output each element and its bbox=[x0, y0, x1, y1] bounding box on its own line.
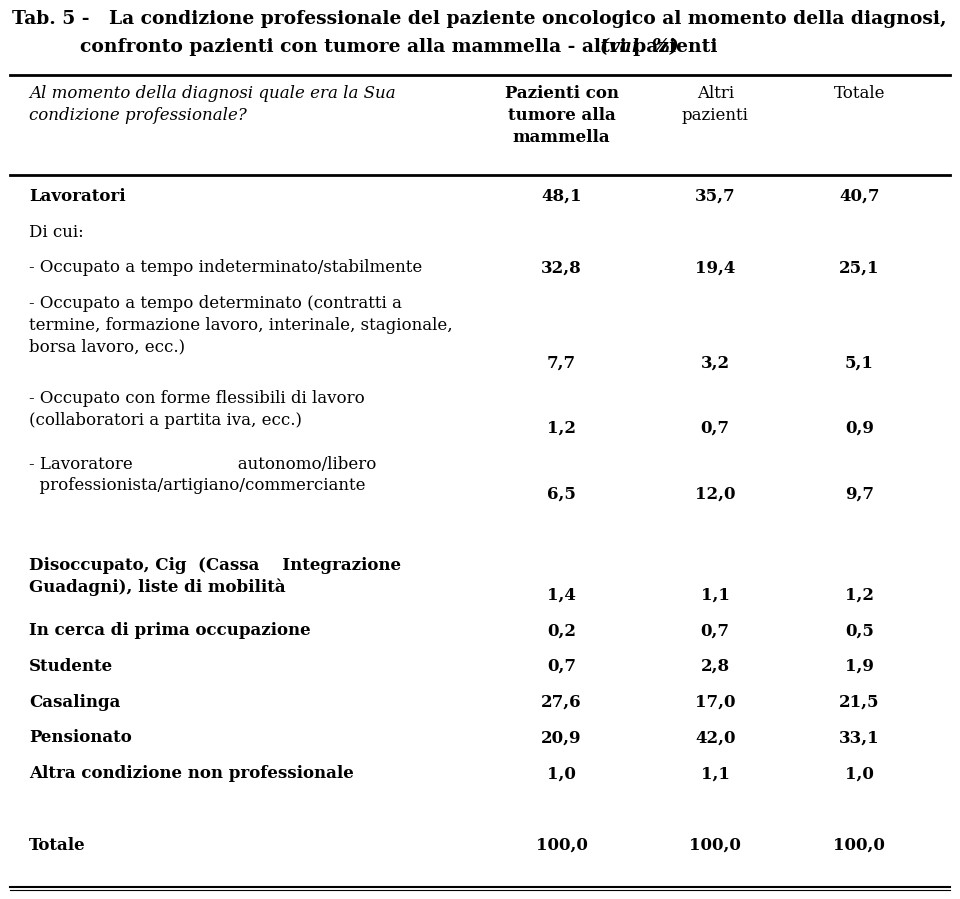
Text: 35,7: 35,7 bbox=[695, 188, 735, 205]
Text: Totale: Totale bbox=[833, 85, 885, 102]
Text: 17,0: 17,0 bbox=[695, 694, 735, 711]
Text: Disoccupato, Cig  (Cassa    Integrazione
Guadagni), liste di mobilità: Disoccupato, Cig (Cassa Integrazione Gua… bbox=[29, 557, 401, 596]
Text: 1,4: 1,4 bbox=[547, 587, 576, 603]
Text: 1,0: 1,0 bbox=[845, 765, 874, 782]
Text: 42,0: 42,0 bbox=[695, 729, 735, 746]
Text: 1,2: 1,2 bbox=[845, 587, 874, 603]
Text: Totale: Totale bbox=[29, 837, 85, 854]
Text: 27,6: 27,6 bbox=[541, 694, 582, 711]
Text: 1,1: 1,1 bbox=[701, 587, 730, 603]
Text: Altri
pazienti: Altri pazienti bbox=[682, 85, 749, 124]
Text: 1,0: 1,0 bbox=[547, 765, 576, 782]
Text: 1,2: 1,2 bbox=[547, 420, 576, 437]
Text: 2,8: 2,8 bbox=[701, 658, 730, 675]
Text: 20,9: 20,9 bbox=[541, 729, 582, 746]
Text: Al momento della diagnosi quale era la Sua
condizione professionale?: Al momento della diagnosi quale era la S… bbox=[29, 85, 396, 124]
Text: 12,0: 12,0 bbox=[695, 485, 735, 503]
Text: 0,7: 0,7 bbox=[547, 658, 576, 675]
Text: Tab. 5 -   La condizione professionale del paziente oncologico al momento della : Tab. 5 - La condizione professionale del… bbox=[12, 10, 947, 28]
Text: (val. %): (val. %) bbox=[600, 38, 679, 56]
Text: Studente: Studente bbox=[29, 658, 113, 675]
Text: - Lavoratore                    autonomo/libero
  professionista/artigiano/comme: - Lavoratore autonomo/libero professioni… bbox=[29, 456, 376, 494]
Text: 0,9: 0,9 bbox=[845, 420, 874, 437]
Text: Altra condizione non professionale: Altra condizione non professionale bbox=[29, 765, 353, 782]
Text: Pensionato: Pensionato bbox=[29, 729, 132, 746]
Text: 1,9: 1,9 bbox=[845, 658, 874, 675]
Text: 32,8: 32,8 bbox=[541, 260, 582, 276]
Text: 25,1: 25,1 bbox=[839, 260, 879, 276]
Text: - Occupato a tempo indeterminato/stabilmente: - Occupato a tempo indeterminato/stabilm… bbox=[29, 260, 422, 276]
Text: 3,2: 3,2 bbox=[701, 354, 730, 371]
Text: - Occupato a tempo determinato (contratti a
termine, formazione lavoro, interina: - Occupato a tempo determinato (contratt… bbox=[29, 295, 452, 355]
Text: 100,0: 100,0 bbox=[833, 837, 885, 854]
Text: 1,1: 1,1 bbox=[701, 765, 730, 782]
Text: - Occupato con forme flessibili di lavoro
(collaboratori a partita iva, ecc.): - Occupato con forme flessibili di lavor… bbox=[29, 390, 365, 429]
Text: 0,5: 0,5 bbox=[845, 622, 874, 639]
Text: 100,0: 100,0 bbox=[689, 837, 741, 854]
Text: 6,5: 6,5 bbox=[547, 485, 576, 503]
Text: 100,0: 100,0 bbox=[536, 837, 588, 854]
Text: 40,7: 40,7 bbox=[839, 188, 879, 205]
Text: 0,7: 0,7 bbox=[701, 420, 730, 437]
Text: In cerca di prima occupazione: In cerca di prima occupazione bbox=[29, 622, 310, 639]
Text: Casalinga: Casalinga bbox=[29, 694, 120, 711]
Text: Lavoratori: Lavoratori bbox=[29, 188, 126, 205]
Text: Pazienti con
tumore alla
mammella: Pazienti con tumore alla mammella bbox=[505, 85, 618, 147]
Text: 19,4: 19,4 bbox=[695, 260, 735, 276]
Text: 7,7: 7,7 bbox=[547, 354, 576, 371]
Text: 0,7: 0,7 bbox=[701, 622, 730, 639]
Text: confronto pazienti con tumore alla mammella - altri pazienti: confronto pazienti con tumore alla mamme… bbox=[80, 38, 724, 56]
Text: 0,2: 0,2 bbox=[547, 622, 576, 639]
Text: 48,1: 48,1 bbox=[541, 188, 582, 205]
Text: 9,7: 9,7 bbox=[845, 485, 874, 503]
Text: 33,1: 33,1 bbox=[839, 729, 879, 746]
Text: 5,1: 5,1 bbox=[845, 354, 874, 371]
Text: 21,5: 21,5 bbox=[839, 694, 879, 711]
Text: Di cui:: Di cui: bbox=[29, 224, 84, 241]
